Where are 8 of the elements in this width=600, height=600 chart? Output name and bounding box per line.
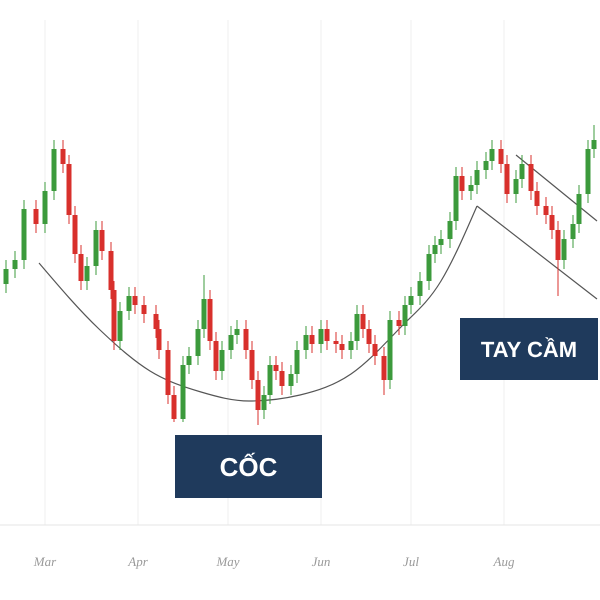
x-tick-label: Aug xyxy=(492,554,515,569)
annotation: TAY CẦM xyxy=(480,336,578,362)
x-tick-label: Apr xyxy=(127,554,149,569)
x-tick-label: May xyxy=(215,554,240,569)
x-tick-label: Jun xyxy=(312,554,330,569)
x-tick-label: Mar xyxy=(32,554,58,569)
text: CỐC xyxy=(220,452,278,482)
x-tick-label: Jul xyxy=(403,554,420,569)
